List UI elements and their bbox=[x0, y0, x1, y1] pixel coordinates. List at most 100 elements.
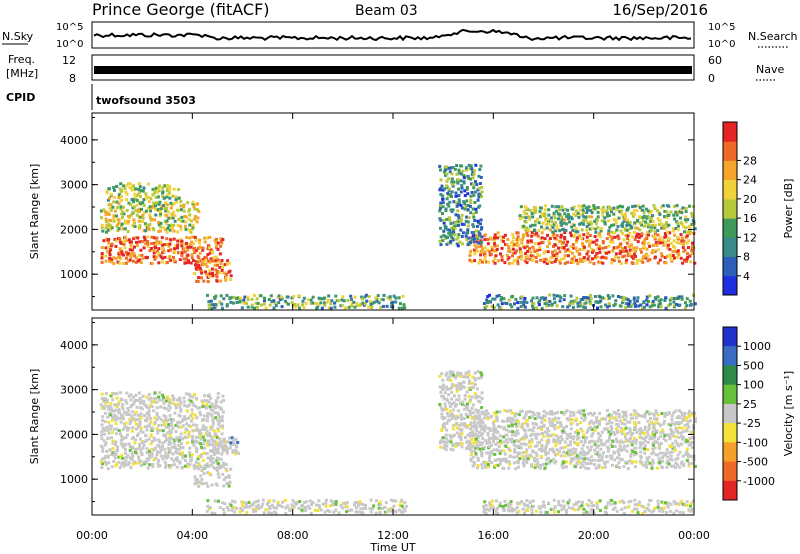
power-cell bbox=[508, 249, 512, 253]
velocity-cell bbox=[480, 466, 484, 470]
velocity-cell bbox=[196, 465, 200, 469]
power-cell bbox=[495, 248, 499, 251]
velocity-cell bbox=[652, 425, 656, 429]
velocity-cell bbox=[677, 425, 681, 429]
power-cell bbox=[550, 302, 554, 306]
power-cell bbox=[596, 226, 600, 230]
power-cell bbox=[144, 192, 148, 196]
power-cell bbox=[538, 210, 542, 214]
power-cell bbox=[652, 249, 656, 253]
power-cell bbox=[159, 229, 162, 233]
velocity-cell bbox=[544, 446, 548, 450]
power-cell bbox=[118, 247, 122, 251]
power-cell bbox=[141, 189, 145, 193]
velocity-cell bbox=[610, 445, 614, 449]
velocity-cell bbox=[313, 508, 317, 512]
power-cell bbox=[584, 296, 588, 300]
power-cell bbox=[113, 237, 117, 241]
power-cell bbox=[454, 191, 458, 195]
power-cell bbox=[141, 216, 145, 220]
power-cell bbox=[632, 252, 636, 256]
velocity-cell bbox=[168, 401, 172, 405]
velocity-cell bbox=[583, 451, 587, 455]
power-cell bbox=[541, 221, 545, 225]
power-cell bbox=[205, 272, 209, 276]
velocity-cell bbox=[389, 509, 393, 513]
power-cell bbox=[451, 237, 455, 241]
power-cell bbox=[500, 302, 504, 306]
power-cell bbox=[574, 214, 578, 217]
velocity-cell bbox=[273, 510, 276, 514]
velocity-cell bbox=[155, 411, 159, 415]
velocity-cell bbox=[636, 511, 640, 515]
power-cell bbox=[642, 242, 646, 245]
power-cell bbox=[476, 219, 480, 223]
power-cell bbox=[559, 235, 563, 239]
power-cell bbox=[176, 208, 180, 212]
power-cell bbox=[464, 168, 468, 172]
power-cell bbox=[531, 215, 535, 219]
power-cell bbox=[164, 209, 168, 213]
velocity-cell bbox=[687, 462, 691, 466]
velocity-cell bbox=[685, 500, 689, 504]
velocity-cell bbox=[643, 451, 647, 455]
velocity-cell bbox=[515, 425, 519, 428]
velocity-cell bbox=[151, 463, 155, 466]
velocity-cell bbox=[155, 406, 159, 410]
velocity-cell bbox=[688, 415, 691, 419]
velocity-cell bbox=[113, 450, 117, 454]
power-cell bbox=[123, 227, 127, 231]
power-cell bbox=[309, 301, 313, 305]
velocity-cell bbox=[543, 414, 547, 418]
power-cell bbox=[195, 279, 199, 283]
velocity-cell bbox=[284, 498, 288, 502]
velocity-cell bbox=[290, 503, 294, 507]
power-cell bbox=[675, 204, 679, 208]
power-cell bbox=[125, 239, 129, 243]
power-cell bbox=[485, 298, 489, 302]
power-cell bbox=[601, 240, 605, 243]
power-cell bbox=[151, 227, 155, 230]
velocity-cell bbox=[212, 429, 216, 433]
velocity-cell bbox=[151, 465, 155, 469]
power-cell bbox=[590, 215, 594, 219]
power-cell bbox=[214, 273, 218, 277]
velocity-cell bbox=[483, 429, 487, 433]
velocity-cell bbox=[543, 449, 547, 453]
velocity-cell bbox=[111, 418, 114, 422]
velocity-cell bbox=[624, 410, 628, 414]
power-cell bbox=[142, 204, 146, 208]
velocity-cell bbox=[570, 421, 574, 425]
power-cell bbox=[664, 222, 668, 226]
power-cell bbox=[598, 251, 602, 254]
power-cell bbox=[317, 302, 321, 306]
velocity-cell bbox=[487, 451, 491, 455]
velocity-cell bbox=[553, 416, 557, 420]
power-cell bbox=[446, 192, 450, 195]
velocity-cell bbox=[678, 450, 682, 454]
velocity-ylabel: Slant Range [km] bbox=[28, 369, 41, 465]
power-cell bbox=[162, 226, 166, 230]
velocity-cell bbox=[533, 444, 537, 448]
power-cell bbox=[616, 234, 620, 238]
power-cell bbox=[290, 301, 294, 305]
power-cell bbox=[229, 300, 233, 304]
velocity-cell bbox=[211, 417, 215, 421]
power-cell bbox=[607, 219, 611, 223]
velocity-cell bbox=[154, 397, 158, 400]
velocity-cell bbox=[563, 431, 567, 435]
power-cell bbox=[511, 294, 515, 298]
power-cell bbox=[469, 164, 473, 168]
velocity-cell bbox=[102, 399, 106, 403]
power-cell bbox=[191, 227, 195, 231]
power-cell bbox=[465, 199, 469, 203]
velocity-cell bbox=[143, 460, 147, 464]
power-cell bbox=[370, 302, 374, 305]
velocity-cell bbox=[520, 425, 524, 429]
velocity-cell bbox=[209, 434, 212, 438]
power-cell bbox=[539, 258, 543, 262]
velocity-cell bbox=[111, 439, 115, 443]
power-cell bbox=[524, 252, 528, 256]
power-cell bbox=[262, 302, 266, 306]
power-cell bbox=[628, 252, 632, 256]
